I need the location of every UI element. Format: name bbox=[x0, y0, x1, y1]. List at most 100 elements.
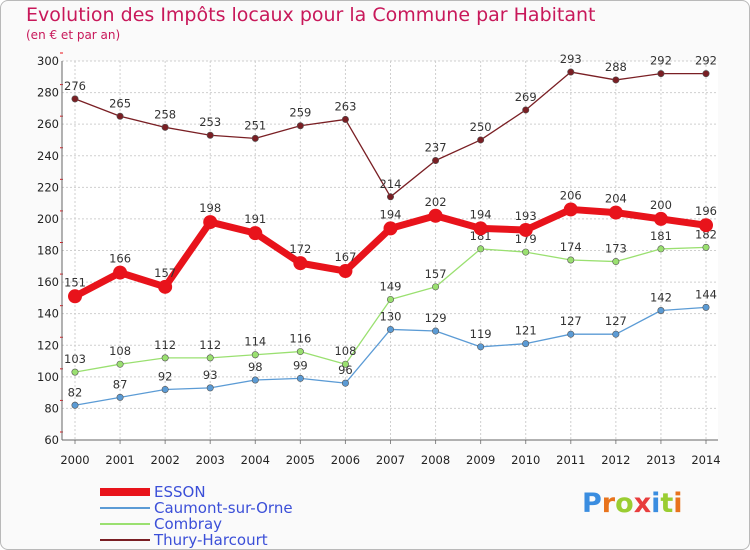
data-label: 129 bbox=[425, 311, 447, 325]
data-point bbox=[206, 384, 214, 392]
legend: ESSON Caumont-sur-Orne Combray Thury-Harcou… bbox=[100, 483, 420, 549]
data-point bbox=[702, 303, 710, 311]
data-point bbox=[158, 279, 173, 294]
data-point bbox=[522, 106, 530, 114]
x-tick-label: 2004 bbox=[241, 453, 270, 467]
data-point bbox=[296, 122, 304, 130]
data-point bbox=[248, 226, 263, 241]
x-tick-label: 2002 bbox=[151, 453, 180, 467]
y-tick-label: 280 bbox=[37, 86, 59, 100]
data-label: 181 bbox=[650, 229, 672, 243]
data-point bbox=[68, 289, 82, 304]
y-tick-label: 140 bbox=[37, 307, 59, 321]
legend-label: Caumont-sur-Orne bbox=[154, 499, 293, 517]
logo-letter: i bbox=[673, 488, 683, 519]
data-point bbox=[341, 379, 349, 387]
data-point bbox=[522, 248, 530, 256]
data-label: 258 bbox=[154, 107, 176, 121]
data-point bbox=[116, 360, 124, 368]
data-point bbox=[161, 354, 169, 362]
legend-item: Caumont-sur-Orne bbox=[100, 499, 420, 517]
proxiti-logo: Proxiti bbox=[582, 488, 683, 519]
data-label: 103 bbox=[64, 352, 86, 366]
data-label: 99 bbox=[293, 358, 308, 372]
data-label: 167 bbox=[334, 250, 356, 264]
data-point bbox=[341, 115, 349, 123]
data-point bbox=[113, 265, 128, 280]
data-label: 142 bbox=[650, 291, 672, 305]
data-label: 114 bbox=[244, 335, 266, 349]
data-label: 166 bbox=[109, 252, 131, 266]
data-point bbox=[702, 243, 710, 251]
legend-item: Thury-Harcourt bbox=[100, 531, 420, 549]
data-point bbox=[612, 330, 620, 338]
data-label: 173 bbox=[605, 242, 627, 256]
x-tick-label: 2010 bbox=[511, 453, 540, 467]
data-point bbox=[203, 215, 218, 230]
data-label: 157 bbox=[425, 267, 447, 281]
legend-label: Combray bbox=[154, 515, 223, 533]
data-point bbox=[428, 208, 443, 223]
data-point bbox=[612, 76, 620, 84]
data-label: 263 bbox=[334, 99, 356, 113]
data-label: 250 bbox=[470, 120, 492, 134]
data-point bbox=[206, 354, 214, 362]
data-point bbox=[341, 360, 349, 368]
data-label: 237 bbox=[425, 140, 447, 154]
data-label: 196 bbox=[695, 204, 717, 218]
data-label: 157 bbox=[154, 266, 176, 280]
data-point bbox=[657, 307, 665, 315]
x-tick-label: 2006 bbox=[331, 453, 360, 467]
data-point bbox=[477, 343, 485, 351]
logo-letter: P bbox=[582, 488, 602, 519]
legend-label: ESSON bbox=[154, 483, 206, 501]
data-label: 112 bbox=[199, 338, 221, 352]
data-label: 214 bbox=[380, 177, 402, 191]
data-label: 202 bbox=[425, 195, 447, 209]
data-label: 116 bbox=[289, 332, 311, 346]
data-point bbox=[206, 131, 214, 139]
y-tick-label: 180 bbox=[37, 244, 59, 258]
data-label: 206 bbox=[560, 188, 582, 202]
data-label: 179 bbox=[515, 232, 537, 246]
data-point bbox=[71, 401, 79, 409]
data-point bbox=[71, 95, 79, 103]
data-point bbox=[161, 123, 169, 131]
legend-swatch bbox=[100, 507, 150, 509]
data-label: 174 bbox=[560, 240, 582, 254]
x-tick-label: 2000 bbox=[60, 453, 89, 467]
data-point bbox=[567, 330, 575, 338]
x-tick-label: 2003 bbox=[196, 453, 225, 467]
data-point bbox=[386, 325, 394, 333]
data-point bbox=[116, 393, 124, 401]
data-label: 269 bbox=[515, 90, 537, 104]
data-label: 127 bbox=[560, 314, 582, 328]
data-point bbox=[386, 295, 394, 303]
data-label: 151 bbox=[64, 275, 86, 289]
data-point bbox=[383, 221, 398, 236]
data-label: 194 bbox=[470, 207, 492, 221]
x-tick-label: 2009 bbox=[466, 453, 495, 467]
data-label: 108 bbox=[334, 344, 356, 358]
data-point bbox=[116, 112, 124, 120]
data-label: 172 bbox=[289, 242, 311, 256]
data-label: 93 bbox=[203, 368, 218, 382]
data-label: 251 bbox=[244, 118, 266, 132]
x-tick-label: 2007 bbox=[376, 453, 405, 467]
logo-letter: o bbox=[615, 488, 634, 519]
data-label: 198 bbox=[199, 201, 221, 215]
data-point bbox=[567, 68, 575, 76]
data-label: 119 bbox=[470, 327, 492, 341]
data-label: 96 bbox=[338, 363, 353, 377]
data-point bbox=[293, 256, 308, 271]
data-point bbox=[702, 70, 710, 78]
legend-item: Combray bbox=[100, 515, 420, 533]
data-point bbox=[567, 256, 575, 264]
legend-label: Thury-Harcourt bbox=[154, 531, 268, 549]
data-point bbox=[608, 205, 623, 220]
data-point bbox=[432, 283, 440, 291]
data-point bbox=[251, 376, 259, 384]
data-point bbox=[296, 348, 304, 356]
data-point bbox=[518, 222, 533, 237]
x-tick-label: 2001 bbox=[105, 453, 134, 467]
